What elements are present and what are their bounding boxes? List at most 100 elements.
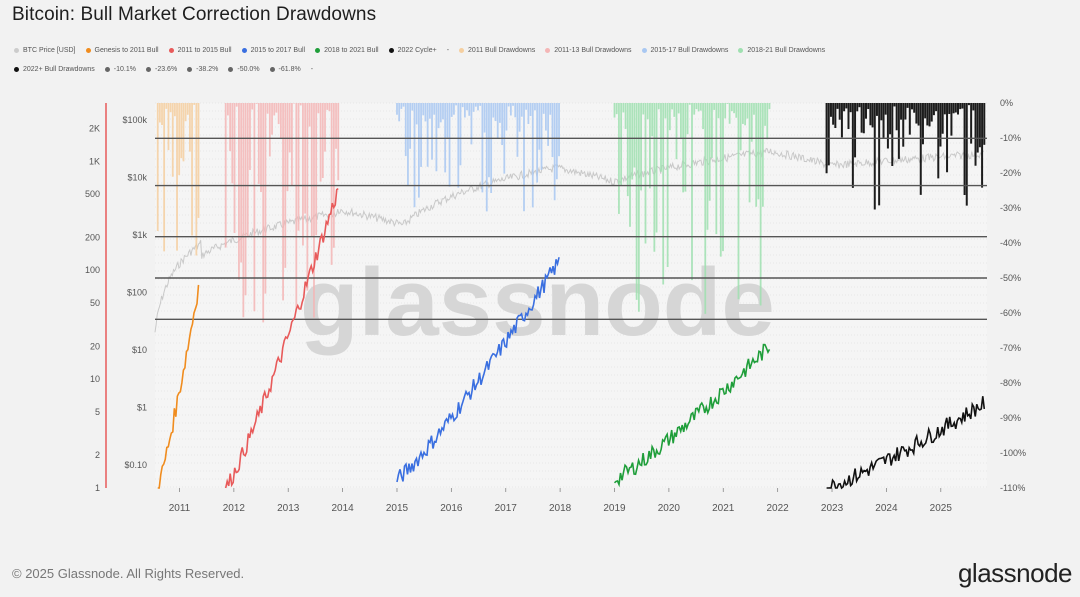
- multiple-tick-label: 100: [85, 265, 100, 275]
- legend-label: -61.8%: [278, 66, 301, 73]
- multiple-tick-label: 5: [95, 407, 100, 417]
- legend-label: BTC Price [USD]: [23, 47, 76, 54]
- watermark-text: glassnode: [300, 249, 775, 356]
- drawdown-band: [396, 103, 560, 212]
- multiple-tick-label: 1: [95, 483, 100, 493]
- legend-label: 2011 Bull Drawdowns: [468, 47, 536, 54]
- legend-marker: [14, 48, 19, 53]
- btc-price-line: [154, 147, 985, 333]
- legend-item[interactable]: Genesis to 2011 Bull: [85, 47, 159, 54]
- drawdown-tick-label: -10%: [1000, 133, 1021, 143]
- legend-item[interactable]: -10.1%: [104, 66, 136, 73]
- legend-marker: [388, 48, 394, 53]
- multiple-tick-label: 20: [90, 341, 100, 351]
- legend-item[interactable]: BTC Price [USD]: [14, 47, 76, 54]
- legend-marker: [145, 67, 151, 72]
- cycle-line: [613, 343, 771, 488]
- legend-marker: [241, 48, 247, 53]
- legend-label: -50.0%: [237, 66, 260, 73]
- legend-marker: [85, 48, 91, 53]
- price-tick-label: $1k: [132, 230, 147, 240]
- x-tick-label: 2013: [277, 503, 300, 514]
- glassnode-logo: glassnode: [957, 558, 1073, 588]
- drawdown-band: [613, 103, 771, 314]
- drawdown-tick-label: -30%: [1000, 203, 1021, 213]
- chart-title: Bitcoin: Bull Market Correction Drawdown…: [12, 4, 377, 25]
- legend-item[interactable]: -38.2%: [187, 66, 218, 73]
- x-tick-label: 2015: [386, 503, 409, 514]
- legend-marker: [269, 67, 275, 72]
- drawdown-tick-label: -90%: [1000, 413, 1021, 423]
- price-tick-label: $0.10: [124, 460, 147, 470]
- legend-label: 2015 to 2017 Bull: [250, 47, 306, 54]
- multiple-tick-label: 500: [85, 189, 100, 199]
- multiple-tick-label: 200: [85, 232, 100, 242]
- price-tick-label: $10k: [127, 173, 147, 183]
- drawdown-tick-label: -50%: [1000, 273, 1021, 283]
- legend-marker: [104, 67, 110, 72]
- legend-item[interactable]: 2018-21 Bull Drawdowns: [738, 47, 825, 54]
- drawdown-tick-label: -100%: [1000, 448, 1026, 458]
- legend-item[interactable]: -23.6%: [145, 66, 178, 73]
- x-tick-label: 2022: [767, 503, 790, 514]
- legend-item[interactable]: 2022 Cycle+: [388, 47, 437, 54]
- legend-marker: [641, 48, 647, 53]
- legend-label: 2011-13 Bull Drawdowns: [554, 47, 632, 54]
- x-tick-label: 2012: [223, 503, 246, 514]
- x-tick-label: 2025: [930, 503, 953, 514]
- drawdown-tick-label: 0%: [1000, 98, 1013, 108]
- legend-label: 2022 Cycle+: [397, 47, 437, 54]
- legend-item[interactable]: -61.8%: [269, 66, 301, 73]
- cycle-line: [826, 396, 986, 490]
- legend-item[interactable]: -: [311, 66, 313, 73]
- legend-label: -38.2%: [196, 66, 219, 73]
- drawdown-band: [156, 103, 200, 256]
- x-tick-label: 2023: [821, 503, 844, 514]
- drawdown-tick-label: -80%: [1000, 378, 1021, 388]
- x-tick-label: 2024: [875, 503, 898, 514]
- legend-label: -10.1%: [113, 66, 136, 73]
- legend-item[interactable]: 2015 to 2017 Bull: [241, 47, 306, 54]
- drawdown-band: [224, 103, 340, 323]
- legend-item[interactable]: 2011 to 2015 Bull: [168, 47, 232, 54]
- x-tick-label: 2011: [169, 503, 191, 514]
- drawdown-tick-label: -70%: [1000, 343, 1021, 353]
- price-tick-label: $10: [132, 345, 147, 355]
- legend-label: 2015-17 Bull Drawdowns: [650, 47, 729, 54]
- x-tick-label: 2017: [495, 503, 518, 514]
- drawdown-tick-label: -110%: [1000, 483, 1025, 493]
- x-tick-label: 2018: [549, 503, 572, 514]
- legend-row-2: 2022+ Bull Drawdowns -10.1% -23.6% -38.2% -5…: [14, 66, 1074, 73]
- legend-marker: [738, 48, 744, 53]
- legend-item[interactable]: 2011 Bull Drawdowns: [459, 47, 535, 54]
- legend-marker: [545, 48, 551, 53]
- legend-row-1: BTC Price [USD] Genesis to 2011 Bull 2011 …: [14, 47, 1074, 54]
- legend-marker: [187, 67, 193, 72]
- drawdown-tick-label: -20%: [1000, 168, 1021, 178]
- legend-label: 2018 to 2021 Bull: [324, 47, 379, 54]
- legend-label: -: [446, 47, 450, 54]
- price-tick-label: $100k: [122, 115, 147, 125]
- legend-label: 2011 to 2015 Bull: [177, 47, 232, 54]
- legend-item[interactable]: -: [447, 47, 449, 54]
- legend-label: -23.6%: [154, 66, 178, 73]
- legend-marker: [459, 48, 465, 53]
- drawdown-tick-label: -60%: [1000, 308, 1021, 318]
- x-tick-label: 2019: [603, 503, 626, 514]
- legend-item[interactable]: 2011-13 Bull Drawdowns: [545, 47, 632, 54]
- multiple-tick-label: 10: [90, 374, 100, 384]
- x-tick-label: 2021: [712, 503, 735, 514]
- x-tick-label: 2014: [331, 503, 354, 514]
- legend-item[interactable]: 2015-17 Bull Drawdowns: [641, 47, 729, 54]
- multiple-tick-label: 2: [95, 450, 100, 460]
- cycle-line: [396, 257, 560, 483]
- legend-item[interactable]: -50.0%: [228, 66, 260, 73]
- legend-item[interactable]: 2022+ Bull Drawdowns: [14, 66, 95, 73]
- x-tick-label: 2016: [440, 503, 463, 514]
- legend-label: 2022+ Bull Drawdowns: [23, 66, 95, 73]
- legend-item[interactable]: 2018 to 2021 Bull: [315, 47, 379, 54]
- multiple-tick-label: 50: [90, 298, 100, 308]
- price-tick-label: $1: [137, 403, 147, 413]
- legend-marker: [168, 48, 174, 53]
